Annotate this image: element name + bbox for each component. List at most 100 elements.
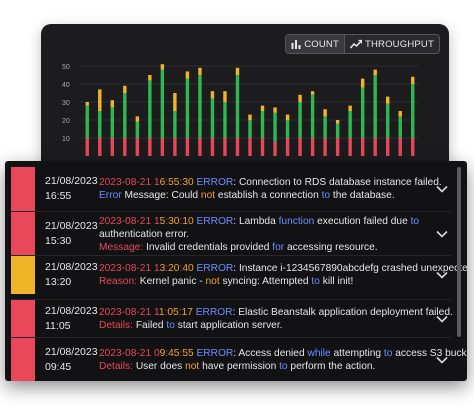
log-token: start application server. xyxy=(174,320,283,331)
severity-indicator xyxy=(11,256,35,294)
bar-segment-ok xyxy=(323,116,327,138)
bar-segment-error xyxy=(323,138,327,156)
log-timestamp: 21/08/2023 16:55 xyxy=(45,167,98,211)
log-token: 2023-08-21 1 xyxy=(99,215,160,227)
bar-segment-error xyxy=(148,138,152,156)
bar-segment-ok xyxy=(310,94,315,138)
bar-segment-ok xyxy=(285,120,290,138)
chevron-down-icon[interactable] xyxy=(435,229,449,239)
chevron-down-icon[interactable] xyxy=(435,184,449,194)
severity-indicator xyxy=(11,338,35,381)
log-timestamp: 21/08/2023 11:05 xyxy=(45,300,98,338)
bar-segment-ok xyxy=(135,121,140,138)
bar-segment-ok xyxy=(185,78,190,138)
bar-segment-ok xyxy=(411,84,415,138)
log-entry[interactable]: 21/08/2023 11:05 2023-08-21 11:05:17 ERROR… xyxy=(11,299,453,338)
scrollbar[interactable] xyxy=(457,167,461,337)
chart-mode-toggle: COUNT THROUGHPUT xyxy=(285,34,440,54)
count-toggle-button[interactable]: COUNT xyxy=(286,35,344,53)
log-token: access S3 bucket. xyxy=(395,348,467,359)
log-token: perform the action. xyxy=(287,361,376,372)
bar-segment-warn xyxy=(260,105,265,111)
log-message: 2023-08-21 13:20:40 ERROR: Instance i-12… xyxy=(99,256,467,294)
log-token: execution failed due xyxy=(314,215,411,227)
bar-segment-ok xyxy=(373,75,377,138)
log-entry[interactable]: 21/08/2023 13:20 2023-08-21 13:20:40 ERROR… xyxy=(11,255,467,294)
log-token: accessing resource. xyxy=(284,241,378,253)
bar-segment-warn xyxy=(348,105,352,111)
log-token: : Connection to RDS database instance fa… xyxy=(233,177,442,188)
log-message: 2023-08-21 15:30:10 ERROR: Lambda functi… xyxy=(99,212,421,256)
log-timestamp: 21/08/2023 15:30 xyxy=(45,212,98,256)
log-timestamp: 21/08/2023 09:45 xyxy=(45,338,98,381)
log-message-line: 2023-08-21 15:30:10 ERROR: Lambda functi… xyxy=(99,215,421,228)
log-entry[interactable]: 21/08/2023 16:55 2023-08-21 16:55:30 ERROR… xyxy=(11,167,451,211)
log-time: 13:20 xyxy=(45,276,72,288)
log-token: Details: xyxy=(99,361,133,372)
log-token: : xyxy=(178,307,182,318)
bar-segment-error xyxy=(348,138,352,156)
bar-segment-error xyxy=(210,138,215,156)
log-token: syncing: Attempted xyxy=(219,276,312,287)
y-tick-label: 50 xyxy=(62,64,70,71)
log-token: Failed xyxy=(132,320,167,331)
log-token: 55 xyxy=(182,348,194,359)
log-token: : Lambda xyxy=(233,215,279,227)
log-entry[interactable]: 21/08/2023 09:45 2023-08-21 09:45:55 ERROR… xyxy=(11,337,467,381)
log-message-line: 2023-08-21 11:05:17 ERROR: Elastic Beans… xyxy=(99,306,453,319)
bar-segment-ok xyxy=(98,111,102,138)
bar-segment-error xyxy=(310,138,315,156)
bar-segment-error xyxy=(110,138,114,156)
bar-segment-warn xyxy=(411,76,415,84)
log-token: establish a connection xyxy=(215,190,322,201)
y-tick-label: 20 xyxy=(62,118,70,125)
log-token: 20 xyxy=(168,263,180,274)
bar-segment-warn xyxy=(248,114,252,120)
log-time: 09:45 xyxy=(45,361,72,373)
chevron-down-icon[interactable] xyxy=(435,355,449,365)
log-token: ERROR xyxy=(193,263,234,274)
log-message-line: Error Message: Could not establish a con… xyxy=(99,189,421,202)
bar-segment-warn xyxy=(110,100,114,108)
log-token: : xyxy=(165,348,169,359)
chevron-down-icon[interactable] xyxy=(435,314,449,324)
log-token: 5 xyxy=(159,215,166,227)
severity-indicator xyxy=(11,212,35,256)
log-token: 17 xyxy=(181,307,193,318)
chevron-down-icon[interactable] xyxy=(435,270,449,280)
log-token: 45 xyxy=(168,348,180,359)
bar-segment-warn xyxy=(360,78,365,88)
bar-segment-warn xyxy=(273,107,277,113)
bar-segment-ok xyxy=(298,102,302,138)
bar-segment-ok xyxy=(273,112,277,142)
log-token: 2023-08-21 0 xyxy=(99,348,160,359)
log-date: 21/08/2023 xyxy=(45,305,98,317)
log-token: while xyxy=(307,348,331,359)
bar-segment-warn xyxy=(298,94,302,102)
log-token: 9 xyxy=(159,348,166,359)
bar-segment-error xyxy=(198,138,202,156)
log-message-line: 2023-08-21 13:20:40 ERROR: Instance i-12… xyxy=(99,262,467,275)
log-token: 6 xyxy=(159,177,166,188)
log-message-line: Reason: Kernel panic - not syncing: Atte… xyxy=(99,275,421,288)
bar-segment-warn xyxy=(310,91,315,95)
bar-segment-error xyxy=(173,138,177,156)
trend-line-icon xyxy=(349,39,362,49)
bar-segment-warn xyxy=(285,114,290,120)
bar-segment-warn xyxy=(398,111,402,117)
bar-segment-ok xyxy=(198,75,202,138)
log-timestamp: 21/08/2023 13:20 xyxy=(45,256,98,294)
log-token: ERROR xyxy=(193,215,234,227)
log-entry[interactable]: 21/08/2023 15:30 2023-08-21 15:30:10 ERROR… xyxy=(11,211,451,256)
log-token: : Instance i-1234567890abcdefg crashed u… xyxy=(233,263,467,274)
throughput-toggle-button[interactable]: THROUGHPUT xyxy=(343,35,439,53)
bar-segment-ok xyxy=(248,120,252,138)
log-token: : xyxy=(165,263,169,274)
bar-segment-ok xyxy=(148,80,152,138)
log-time: 15:30 xyxy=(45,235,72,247)
bar-segment-error xyxy=(386,138,390,156)
log-message: 2023-08-21 16:55:30 ERROR: Connection to… xyxy=(99,167,442,211)
log-message-line: authentication error. xyxy=(99,228,421,241)
bar-segment-error xyxy=(248,138,252,156)
bar-segment-error xyxy=(260,138,265,156)
